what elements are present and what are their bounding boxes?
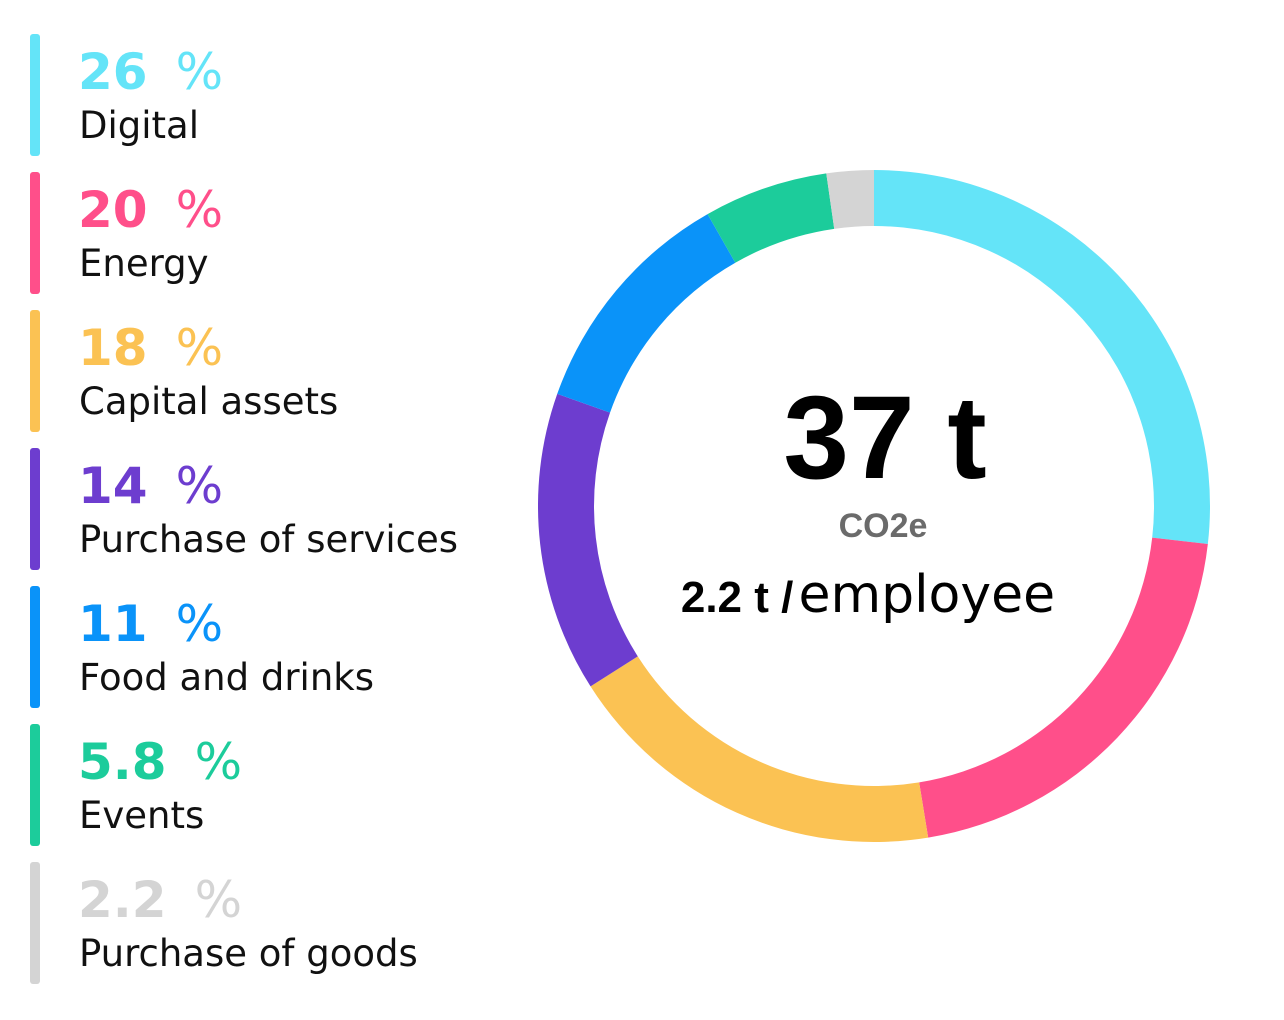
donut-slice-food-and-drinks — [557, 214, 736, 413]
donut-slice-capital-assets — [590, 656, 929, 842]
legend-item-energy: 20% Energy — [30, 172, 510, 294]
legend-percent-sign: % — [194, 871, 243, 929]
legend-percent-value: 18 — [78, 319, 148, 377]
legend-percent-sign: % — [175, 457, 224, 515]
legend-color-bar — [30, 724, 40, 846]
per-employee-label: employee — [798, 565, 1056, 625]
donut-chart — [538, 170, 1210, 842]
legend-percent: 2.2% — [78, 870, 242, 930]
legend-label: Events — [79, 794, 205, 837]
legend-percent-value: 5.8 — [78, 733, 167, 791]
legend-label: Purchase of services — [79, 518, 459, 561]
legend-percent: 26% — [78, 42, 223, 102]
legend-percent-value: 26 — [78, 43, 148, 101]
legend-label: Purchase of goods — [79, 932, 418, 975]
total-emissions: 37 t — [783, 372, 987, 504]
legend-item-digital: 26% Digital — [30, 34, 510, 156]
legend-percent-sign: % — [175, 181, 224, 239]
legend-item-capital-assets: 18% Capital assets — [30, 310, 510, 432]
emissions-unit: CO2e — [838, 507, 928, 545]
legend-percent-value: 20 — [78, 181, 148, 239]
legend-percent: 14% — [78, 456, 223, 516]
donut-slice-energy — [919, 537, 1208, 838]
legend-percent: 18% — [78, 318, 223, 378]
legend-label: Capital assets — [79, 380, 339, 423]
legend-percent-value: 11 — [78, 595, 148, 653]
legend-color-bar — [30, 310, 40, 432]
donut-slice-events — [707, 173, 835, 263]
per-employee-value: 2.2 t / — [680, 573, 794, 622]
legend-percent-value: 14 — [78, 457, 148, 515]
legend-percent-sign: % — [194, 733, 243, 791]
legend-color-bar — [30, 448, 40, 570]
legend-percent: 20% — [78, 180, 223, 240]
legend-percent-sign: % — [175, 319, 224, 377]
legend-percent-sign: % — [175, 595, 224, 653]
legend-item-purchase-of-services: 14% Purchase of services — [30, 448, 510, 570]
legend-percent-value: 2.2 — [78, 871, 167, 929]
legend-label: Digital — [79, 104, 199, 147]
per-employee: 2.2 t / employee — [618, 564, 1118, 638]
legend-color-bar — [30, 172, 40, 294]
legend-color-bar — [30, 586, 40, 708]
legend-color-bar — [30, 862, 40, 984]
legend-label: Energy — [79, 242, 209, 285]
legend-percent-sign: % — [175, 43, 224, 101]
legend-percent: 5.8% — [78, 732, 242, 792]
donut-slice-digital — [874, 170, 1210, 545]
donut-slice-purchase-of-goods — [826, 170, 874, 229]
legend-label: Food and drinks — [79, 656, 374, 699]
legend-item-events: 5.8% Events — [30, 724, 510, 846]
legend-item-food-and-drinks: 11% Food and drinks — [30, 586, 510, 708]
legend-percent: 11% — [78, 594, 223, 654]
legend-color-bar — [30, 34, 40, 156]
legend-item-purchase-of-goods: 2.2% Purchase of goods — [30, 862, 510, 984]
donut-slice-purchase-of-services — [538, 393, 638, 687]
